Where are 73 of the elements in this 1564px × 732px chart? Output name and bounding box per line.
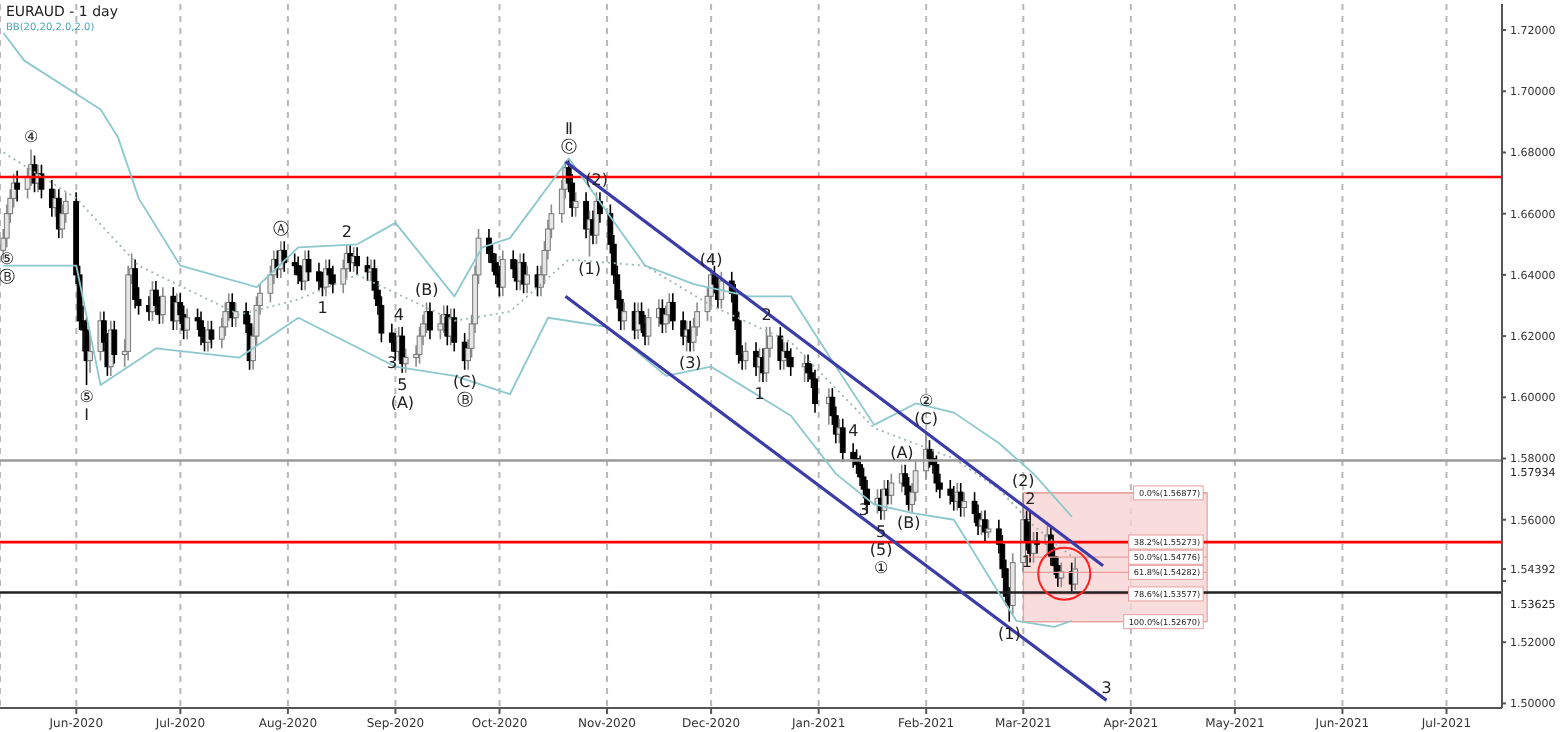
annotation: ① [873,558,889,577]
candlestick [982,509,988,542]
annotation: ⑤ [79,388,94,407]
annotation: Ⓒ [560,137,577,156]
annotation: (C) [914,409,938,428]
candlestick [763,326,770,383]
candlestick [451,307,458,353]
annotation: 4 [393,305,405,324]
candlestick [388,323,395,353]
candlestick [1009,552,1016,616]
candlestick [985,518,992,539]
candlestick [402,347,409,374]
annotation: (1) [998,624,1021,643]
annotation: (B) [897,513,921,532]
annotation: 3 [1101,679,1112,698]
candlestick [499,249,506,298]
candlestick [787,347,794,377]
annotation: (4) [699,250,723,269]
annotation: Ⅱ [564,119,573,138]
candlestick [232,301,239,328]
annotation: ④ [24,128,39,147]
candlestick [1072,555,1079,591]
candlestick [427,301,433,340]
annotation: 3 [858,501,869,520]
annotation: 1 [1021,553,1032,572]
annotation: (5) [869,540,893,559]
candlestick [354,246,361,276]
annotation: 1 [317,299,328,318]
line-series [2,264,1073,628]
candlestick [680,310,687,347]
candlestick [208,320,215,350]
candlestick [437,313,444,340]
candlestick [14,170,21,203]
annotation: Ⓑ [0,268,15,287]
annotation: Ⅰ [84,406,90,425]
candlestick [153,280,159,316]
candlestick [316,261,322,291]
annotation: 5 [397,375,408,394]
candlestick [87,335,93,374]
candlestick [947,479,954,506]
annotation: (2) [1011,471,1035,490]
candlestick [184,307,191,340]
annotation: Ⓑ [456,390,473,409]
line-series [2,32,1073,518]
annotation: 1 [754,385,765,404]
annotation: 3 [386,354,398,373]
candlestick [1058,561,1065,588]
candlestick [645,307,652,347]
candlestick [38,163,45,200]
candlestick [305,249,312,282]
annotation: (B) [414,281,439,300]
annotation: Ⓐ [272,220,289,239]
annotation: 2 [1025,489,1036,508]
candlestick [295,255,302,285]
candlestick [784,341,791,368]
candlestick [961,491,968,518]
candlestick [159,286,166,325]
annotation: 2 [341,223,352,242]
annotation: (C) [452,372,477,391]
annotation: 4 [848,422,859,441]
candlestick [399,326,406,374]
annotation: (A) [890,443,914,462]
annotation: ⑤ [0,250,15,269]
candlestick [329,264,336,295]
candlestick [669,292,676,331]
candlestick [198,310,204,347]
annotation: (3) [678,354,702,373]
annotation: ② [919,391,934,410]
annotation: (1) [578,259,602,278]
candlestick [132,258,139,310]
candlestick [621,301,628,331]
candlestick [572,191,579,218]
annotation: (A) [390,393,415,412]
